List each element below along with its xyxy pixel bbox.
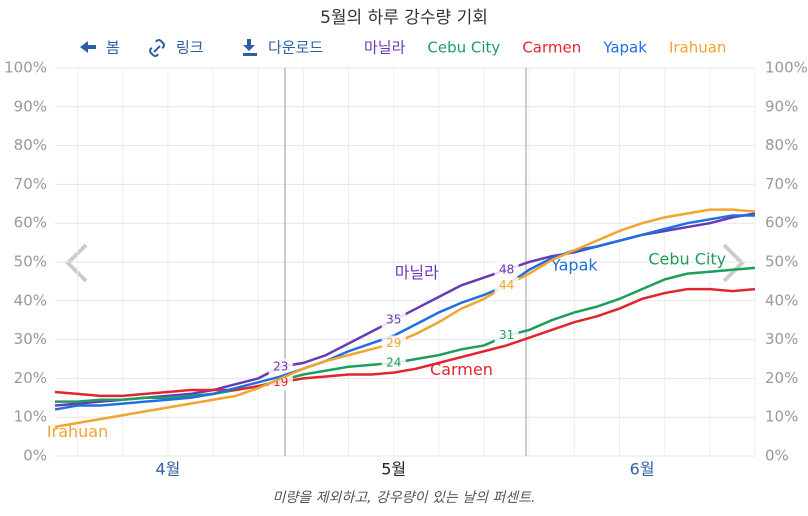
toolbar: 봄 링크 다운로드	[80, 39, 323, 57]
y-tick-label: 70%	[14, 175, 47, 193]
value-label: 48	[499, 262, 514, 276]
x-tick-label: 4월	[155, 460, 180, 479]
y-tick-label-right: 50%	[765, 253, 798, 271]
series-line	[54, 214, 755, 411]
y-tick-label: 20%	[14, 369, 47, 387]
prev-arrow[interactable]	[65, 243, 88, 283]
series-line	[54, 212, 756, 407]
value-label-bg	[268, 358, 293, 375]
value-label: 35	[386, 313, 401, 327]
value-label: 29	[386, 336, 401, 350]
legend-entry[interactable]: 마닐라	[364, 39, 406, 57]
value-label-bg	[494, 277, 519, 294]
series-line	[54, 287, 756, 398]
y-tick-label: 100%	[4, 59, 47, 77]
y-tick-label: 50%	[14, 253, 47, 271]
y-tick-label: 60%	[14, 214, 47, 232]
x-tick-label: 5월	[381, 460, 406, 479]
link-icon[interactable]	[149, 39, 165, 57]
series-line	[55, 266, 756, 403]
y-tick-label-right: 40%	[765, 291, 798, 309]
legend-entry[interactable]: Irahuan	[669, 39, 727, 57]
value-label-bg	[494, 327, 519, 344]
y-tick-label-right: 10%	[765, 408, 798, 426]
y-tick-label: 90%	[14, 97, 47, 115]
y-tick-label-right: 60%	[765, 214, 798, 232]
y-tick-label-right: 30%	[765, 330, 798, 348]
value-label: 24	[386, 355, 401, 369]
y-tick-label-right: 100%	[765, 59, 808, 77]
y-tick-label-right: 80%	[765, 136, 798, 154]
value-label-bg	[381, 335, 406, 352]
y-tick-label: 10%	[14, 408, 47, 426]
footnote: 미량을 제외하고, 강우량이 있는 날의 퍼센트.	[273, 490, 536, 506]
y-tick-label-right: 0%	[765, 447, 789, 465]
download-button[interactable]: 다운로드	[268, 39, 323, 57]
y-tick-label: 80%	[14, 136, 47, 154]
next-arrow[interactable]	[722, 243, 745, 283]
y-tick-label: 40%	[14, 291, 47, 309]
value-label: 44	[499, 278, 514, 292]
legend-entry[interactable]: Cebu City	[427, 39, 500, 57]
y-tick-label-right: 70%	[765, 175, 798, 193]
link-button[interactable]: 링크	[176, 39, 204, 57]
value-label: 23	[273, 359, 288, 373]
home-icon[interactable]	[80, 41, 96, 53]
download-icon[interactable]	[243, 39, 257, 56]
y-tick-label-right: 90%	[765, 97, 798, 115]
series-label: Yapak	[550, 255, 598, 274]
value-label-bg	[381, 312, 406, 329]
value-label: 31	[499, 328, 514, 342]
series-label: Cebu City	[648, 250, 726, 269]
x-tick-label: 6월	[630, 460, 655, 479]
value-label-bg	[381, 354, 406, 371]
y-tick-label: 0%	[23, 447, 47, 465]
legend-entry[interactable]: Carmen	[522, 39, 581, 57]
series-label: Carmen	[430, 360, 493, 379]
home-button[interactable]: 봄	[106, 39, 120, 57]
legend-entry[interactable]: Yapak	[602, 39, 647, 57]
chart-title: 5월의 하루 강수량 기회	[320, 8, 488, 28]
y-tick-label-right: 20%	[765, 369, 798, 387]
y-tick-label: 30%	[14, 330, 47, 348]
series-label: Irahuan	[47, 422, 108, 441]
series-label: 마닐라	[395, 263, 439, 282]
value-label-bg	[494, 261, 519, 278]
